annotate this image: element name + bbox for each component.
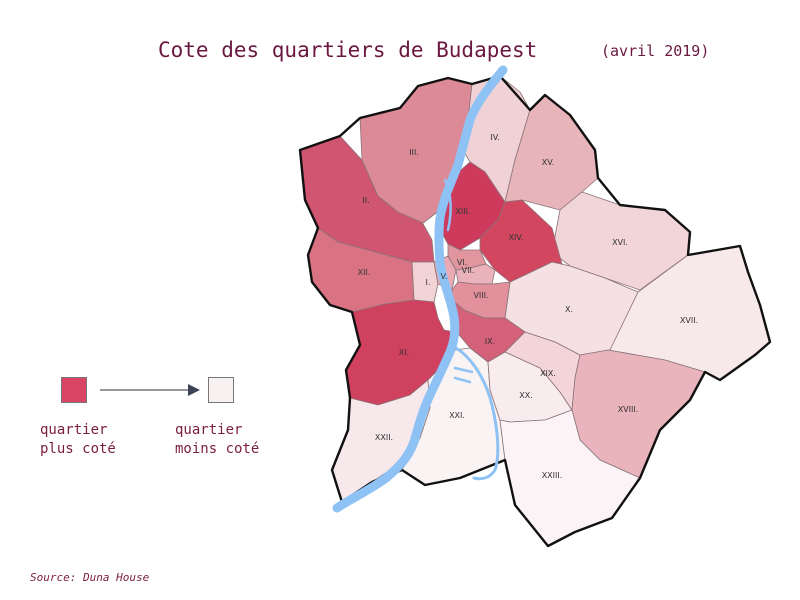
label-district-XVI: XVI. — [612, 238, 628, 247]
label-district-IV: IV. — [490, 133, 499, 142]
label-district-XXIII: XXIII. — [542, 471, 563, 480]
legend-high-line2: plus coté — [40, 441, 116, 457]
label-district-XXII: XXII. — [375, 433, 393, 442]
csepel-harbor-channel — [453, 366, 474, 384]
label-district-X: X. — [565, 305, 573, 314]
legend-low-line2: moins coté — [175, 441, 260, 457]
map-title: Cote des quartiers de Budapest — [158, 38, 538, 62]
label-district-III: III. — [409, 148, 419, 157]
legend-swatch-low — [208, 377, 234, 403]
label-district-XV: XV. — [542, 158, 554, 167]
label-district-VII: VII. — [462, 266, 475, 275]
label-district-XXI: XXI. — [449, 411, 465, 420]
legend-low-text: quartier moins coté — [175, 421, 259, 459]
label-district-XIX: XIX. — [540, 369, 556, 378]
danube-river — [332, 65, 508, 513]
legend-low-line1: quartier — [175, 422, 243, 438]
danube-soroksar-branch — [454, 346, 500, 481]
label-district-XVII: XVII. — [680, 316, 698, 325]
label-district-V: V. — [441, 272, 448, 281]
district-I — [411, 261, 439, 303]
label-district-II: II. — [362, 196, 369, 205]
legend-swatch-high — [61, 377, 87, 403]
label-district-XIII: XIII. — [455, 207, 470, 216]
label-district-XI: XI. — [399, 348, 409, 357]
legend-high-text: quartier plus coté — [40, 421, 116, 459]
label-district-XIV: XIV. — [509, 233, 524, 242]
district-labels: III. IV. XV. II. XIII. XIV. XVI. VI. XII… — [358, 133, 698, 480]
city-boundary — [298, 74, 772, 548]
legend-arrow — [100, 384, 200, 396]
danube-island-channel — [443, 178, 452, 232]
map-subtitle: (avril 2019) — [601, 42, 710, 60]
danube-main-channel — [332, 65, 508, 513]
legend-high-line1: quartier — [40, 422, 108, 438]
label-district-I: I. — [426, 278, 431, 287]
label-district-XII: XII. — [358, 268, 371, 277]
label-district-XX: XX. — [519, 391, 533, 400]
label-district-IX: IX. — [485, 337, 495, 346]
district-layer — [299, 75, 771, 547]
source-note: Source: Duna House — [30, 571, 150, 584]
label-district-XVIII: XVIII. — [618, 405, 639, 414]
label-district-VI: VI. — [457, 258, 467, 267]
label-district-VIII: VIII. — [473, 291, 488, 300]
